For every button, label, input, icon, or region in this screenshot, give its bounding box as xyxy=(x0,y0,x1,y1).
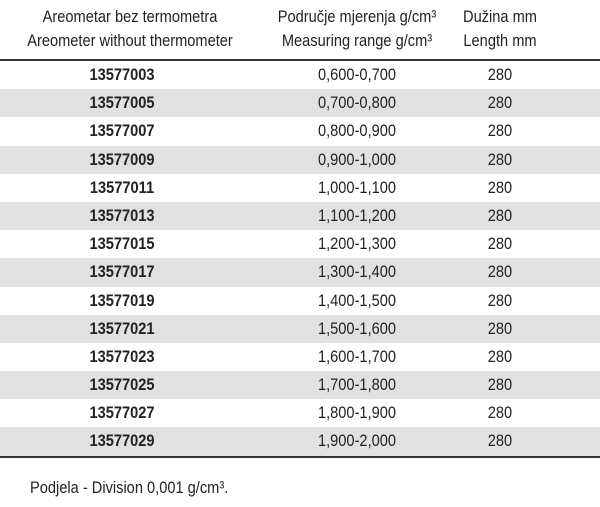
header-model: Areometar bez termometra Areometer witho… xyxy=(27,5,233,53)
table-row: 13577021 1,500-1,600 280 xyxy=(0,314,600,343)
cell-code: 13577009 xyxy=(89,149,155,169)
table-row: 13577011 1,000-1,100 280 xyxy=(0,174,600,202)
cell-length: 280 xyxy=(487,431,513,451)
table-row: 13577003 0,600-0,700 280 xyxy=(0,61,600,89)
cell-length: 280 xyxy=(487,375,513,395)
cell-range: 0,700-0,800 xyxy=(317,93,397,113)
header-model-en: Areometer without thermometer xyxy=(27,31,233,50)
cell-code: 13577025 xyxy=(89,375,155,395)
table-header: Areometar bez termometra Areometer witho… xyxy=(0,5,600,60)
cell-code: 13577003 xyxy=(89,65,155,84)
cell-length: 280 xyxy=(487,290,513,310)
cell-code: 13577013 xyxy=(89,205,155,225)
table-row: 13577009 0,900-1,000 280 xyxy=(0,145,600,174)
cell-length: 280 xyxy=(487,318,513,338)
table-row: 13577019 1,400-1,500 280 xyxy=(0,287,600,315)
cell-range: 1,400-1,500 xyxy=(317,290,397,310)
cell-range: 1,800-1,900 xyxy=(317,403,397,423)
cell-code: 13577007 xyxy=(89,121,155,141)
cell-code: 13577017 xyxy=(89,262,155,282)
cell-range: 1,700-1,800 xyxy=(317,375,397,395)
table-row: 13577029 1,900-2,000 280 xyxy=(0,427,600,456)
table-row: 13577025 1,700-1,800 280 xyxy=(0,371,600,400)
cell-length: 280 xyxy=(487,262,513,282)
header-range: Područje mjerenja g/cm³ Measuring range … xyxy=(254,5,460,53)
table-row: 13577017 1,300-1,400 280 xyxy=(0,258,600,287)
cell-code: 13577011 xyxy=(89,177,155,197)
cell-range: 1,200-1,300 xyxy=(317,234,397,254)
cell-code: 13577015 xyxy=(89,234,155,254)
cell-code: 13577019 xyxy=(89,290,155,310)
cell-range: 0,900-1,000 xyxy=(317,149,397,169)
cell-range: 1,300-1,400 xyxy=(317,262,397,282)
cell-range: 1,500-1,600 xyxy=(317,318,397,338)
cell-range: 0,800-0,900 xyxy=(317,121,397,141)
table-row: 13577013 1,100-1,200 280 xyxy=(0,201,600,231)
cell-length: 280 xyxy=(487,346,513,366)
cell-length: 280 xyxy=(487,403,513,423)
cell-length: 280 xyxy=(487,177,513,197)
header-length: Dužina mm Length mm xyxy=(448,5,551,53)
table-body: 13577003 0,600-0,700 280 13577005 0,700-0,80… xyxy=(0,61,600,456)
cell-code: 13577005 xyxy=(89,93,155,113)
cell-range: 1,600-1,700 xyxy=(317,346,397,366)
footnote: Podjela - Division 0,001 g/cm³. xyxy=(30,478,229,497)
cell-range: 1,100-1,200 xyxy=(317,205,397,225)
header-range-hr: Područje mjerenja g/cm³ xyxy=(277,7,437,26)
header-model-hr: Areometar bez termometra xyxy=(42,7,218,26)
header-length-hr: Dužina mm xyxy=(463,7,537,26)
table-row: 13577023 1,600-1,700 280 xyxy=(0,343,600,371)
table-row: 13577015 1,200-1,300 280 xyxy=(0,230,600,258)
cell-range: 1,900-2,000 xyxy=(317,431,397,451)
cell-code: 13577027 xyxy=(89,403,155,423)
cell-range: 1,000-1,100 xyxy=(317,177,397,197)
header-divider xyxy=(0,59,600,61)
cell-code: 13577023 xyxy=(89,346,155,366)
cell-length: 280 xyxy=(487,65,513,84)
cell-length: 280 xyxy=(487,149,513,169)
cell-code: 13577029 xyxy=(89,431,155,451)
table-row: 13577005 0,700-0,800 280 xyxy=(0,89,600,118)
table-bottom-divider xyxy=(0,456,600,458)
cell-length: 280 xyxy=(487,121,513,141)
cell-range: 0,600-0,700 xyxy=(317,65,397,84)
cell-length: 280 xyxy=(487,234,513,254)
cell-length: 280 xyxy=(487,205,513,225)
table-row: 13577007 0,800-0,900 280 xyxy=(0,117,600,145)
cell-length: 280 xyxy=(487,93,513,113)
table-row: 13577027 1,800-1,900 280 xyxy=(0,399,600,427)
header-length-en: Length mm xyxy=(463,31,537,50)
cell-code: 13577021 xyxy=(89,318,155,338)
header-range-en: Measuring range g/cm³ xyxy=(281,31,433,50)
